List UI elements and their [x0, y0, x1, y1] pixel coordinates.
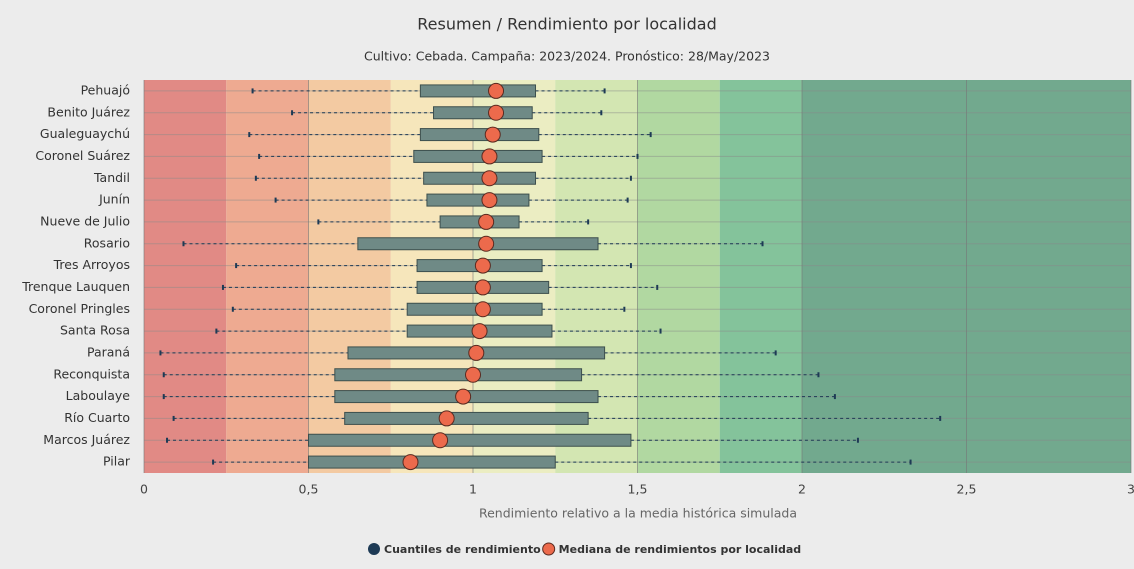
y-tick-label: Nueve de Julio	[40, 213, 130, 228]
background-band	[226, 80, 309, 473]
x-tick-label: 0	[140, 482, 148, 497]
box	[413, 149, 543, 163]
x-tick-label: 2,5	[957, 482, 977, 497]
box	[419, 128, 540, 142]
box	[433, 106, 533, 120]
box	[406, 302, 543, 316]
background-band	[308, 80, 391, 473]
background-band	[473, 80, 556, 473]
median-point	[455, 388, 472, 405]
y-tick-label: Gualeguaychú	[40, 126, 130, 141]
y-tick-label: Santa Rosa	[60, 323, 130, 338]
box	[426, 193, 530, 207]
median-point	[471, 323, 488, 340]
box	[308, 455, 556, 469]
y-tick-label: Trenque Lauquen	[21, 279, 130, 294]
y-tick-label: Marcos Juárez	[43, 432, 130, 447]
y-tick-label: Pehuajó	[81, 82, 130, 97]
y-tick-label: Laboulaye	[66, 388, 131, 403]
legend-marker	[368, 543, 380, 555]
x-axis-label: Rendimiento relativo a la media históric…	[479, 506, 797, 521]
background-band	[637, 80, 720, 473]
chart-subtitle: Cultivo: Cebada. Campaña: 2023/2024. Pro…	[364, 49, 770, 64]
x-tick-label: 0,5	[299, 482, 319, 497]
median-point	[474, 279, 491, 296]
y-tick-label: Tandil	[93, 170, 130, 185]
median-point	[402, 454, 419, 471]
median-point	[438, 410, 455, 427]
legend-label: Mediana de rendimientos por localidad	[559, 543, 801, 556]
box	[344, 411, 589, 425]
median-point	[484, 126, 501, 143]
x-tick-label: 3	[1127, 482, 1134, 497]
y-tick-label: Paraná	[87, 344, 130, 359]
legend-marker	[542, 542, 556, 556]
legend-label: Cuantiles de rendimiento	[384, 543, 541, 556]
background-band	[390, 80, 473, 473]
y-tick-label: Pilar	[103, 454, 131, 469]
chart-title: Resumen / Rendimiento por localidad	[417, 15, 716, 34]
x-tick-label: 1	[469, 482, 477, 497]
background-band	[144, 80, 227, 473]
median-point	[468, 344, 485, 361]
y-tick-label: Coronel Pringles	[29, 301, 130, 316]
box	[423, 171, 537, 185]
box	[308, 433, 632, 447]
median-point	[478, 235, 495, 252]
background-band	[719, 80, 802, 473]
y-tick-label: Reconquista	[53, 366, 130, 381]
median-point	[488, 104, 505, 121]
y-tick-label: Rosario	[84, 235, 130, 250]
median-point	[481, 170, 498, 187]
box	[334, 368, 583, 382]
y-tick-label: Benito Juárez	[47, 104, 130, 119]
y-tick-label: Tres Arroyos	[53, 257, 130, 272]
y-tick-label: Junín	[98, 192, 130, 207]
median-point	[481, 192, 498, 209]
x-tick-label: 2	[798, 482, 806, 497]
median-point	[478, 213, 495, 230]
median-point	[465, 366, 481, 383]
median-point	[474, 257, 491, 274]
median-point	[488, 82, 505, 99]
background-band	[555, 80, 638, 473]
median-point	[432, 432, 449, 449]
x-tick-label: 1,5	[628, 482, 648, 497]
median-point	[481, 148, 498, 165]
box	[419, 84, 537, 98]
box	[357, 237, 599, 251]
median-point	[474, 301, 491, 318]
y-tick-label: Río Cuarto	[64, 410, 130, 425]
y-tick-label: Coronel Suárez	[35, 148, 130, 163]
